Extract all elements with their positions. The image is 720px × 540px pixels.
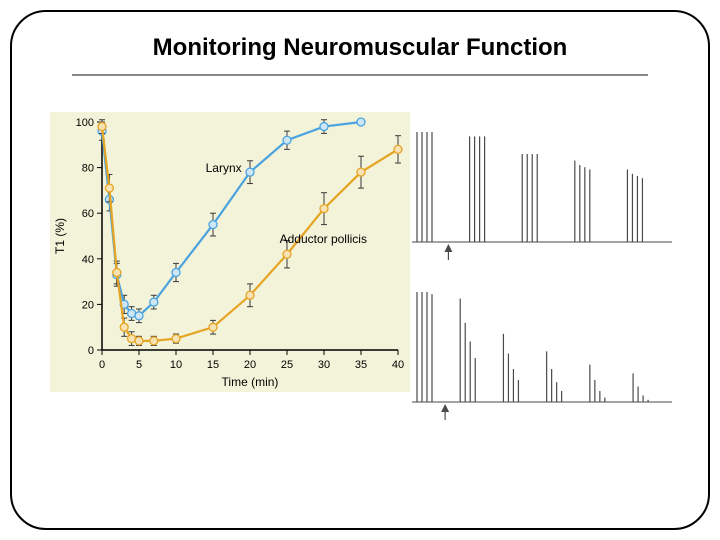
- svg-text:10: 10: [170, 359, 182, 371]
- svg-text:5: 5: [136, 359, 142, 371]
- svg-text:40: 40: [392, 359, 404, 371]
- svg-text:Adductor pollicis: Adductor pollicis: [280, 232, 367, 246]
- svg-text:20: 20: [244, 359, 256, 371]
- tof-diagram: [412, 112, 672, 442]
- svg-text:100: 100: [76, 117, 94, 129]
- svg-text:Larynx: Larynx: [206, 161, 242, 175]
- page-title: Monitoring Neuromuscular Function: [12, 34, 708, 62]
- svg-text:35: 35: [355, 359, 367, 371]
- svg-text:Time (min): Time (min): [222, 375, 279, 389]
- slide-frame: Monitoring Neuromuscular Function 0 20 40 6…: [10, 10, 710, 530]
- svg-text:20: 20: [82, 299, 94, 311]
- svg-text:0: 0: [88, 345, 94, 357]
- svg-text:0: 0: [99, 359, 105, 371]
- svg-text:40: 40: [82, 254, 94, 266]
- svg-text:30: 30: [318, 359, 330, 371]
- title-underline: [72, 74, 648, 76]
- line-chart: 0 20 40 60 80 100 0 5 10 15 20 25 30 35 40 Time (min) T1…: [50, 112, 410, 392]
- svg-text:25: 25: [281, 359, 293, 371]
- svg-text:15: 15: [207, 359, 219, 371]
- svg-text:80: 80: [82, 163, 94, 175]
- svg-text:60: 60: [82, 208, 94, 220]
- svg-text:T1 (%): T1 (%): [53, 218, 67, 254]
